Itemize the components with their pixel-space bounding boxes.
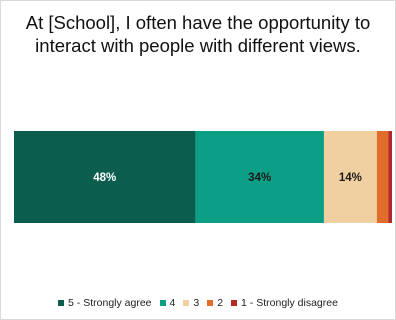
- data-label-2: 34%: [248, 172, 271, 184]
- legend-label: 3: [193, 297, 200, 309]
- legend-item-5: 1 - Strongly disagree: [231, 297, 338, 309]
- bar-segments: [14, 131, 392, 223]
- legend-label: 1 - Strongly disagree: [241, 297, 338, 309]
- bar-segment-4: [376, 131, 389, 223]
- data-label-3: 14%: [339, 172, 362, 184]
- bar-segment-5: [388, 131, 392, 223]
- legend-label: 5 - Strongly agree: [68, 297, 152, 309]
- legend-swatch: [231, 300, 238, 306]
- bar-segment-2: [195, 131, 324, 223]
- stacked-bar-chart: 48% 34% 14%: [14, 131, 392, 223]
- legend-label: 2: [217, 297, 224, 309]
- legend-label: 4: [169, 297, 176, 309]
- legend-item-4: 2: [207, 297, 223, 309]
- legend-item-1: 5 - Strongly agree: [58, 297, 152, 309]
- legend-item-2: 4: [159, 297, 176, 309]
- data-label-1: 48%: [93, 172, 116, 184]
- bar-segment-3: [323, 131, 377, 223]
- legend-item-3: 3: [183, 297, 199, 309]
- chart-legend: 5 - Strongly agree 4 3 2 1 - Strongly disagr…: [1, 297, 395, 309]
- bar-data-labels: 48% 34% 14%: [93, 172, 362, 184]
- legend-swatch: [183, 300, 190, 306]
- legend-swatch: [58, 300, 65, 306]
- bar-segment-1: [14, 131, 196, 223]
- legend-swatch: [207, 300, 214, 306]
- legend-swatch: [159, 300, 166, 306]
- chart-title: At [School], I often have the opportunit…: [25, 12, 371, 56]
